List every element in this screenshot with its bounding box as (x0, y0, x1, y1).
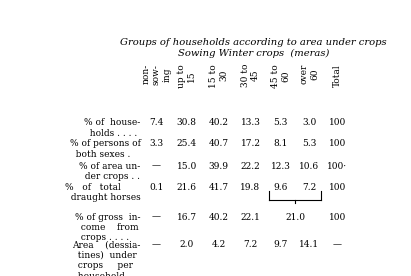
Text: 3.3: 3.3 (150, 139, 164, 148)
Text: 21.0: 21.0 (285, 213, 305, 222)
Text: % of gross  in-
  come    from
  crops . . . .: % of gross in- come from crops . . . . (75, 213, 141, 243)
Text: 15.0: 15.0 (177, 162, 197, 171)
Text: 30 to
45: 30 to 45 (241, 64, 260, 87)
Text: Total: Total (333, 64, 342, 87)
Text: 39.9: 39.9 (209, 162, 229, 171)
Text: 7.2: 7.2 (243, 240, 258, 249)
Text: —: — (152, 213, 161, 222)
Text: 22.1: 22.1 (240, 213, 261, 222)
Text: 12.3: 12.3 (271, 162, 291, 171)
Text: 25.4: 25.4 (177, 139, 197, 148)
Text: 2.0: 2.0 (180, 240, 194, 249)
Text: 100: 100 (329, 118, 346, 127)
Text: % of  house-
  holds . . . .: % of house- holds . . . . (84, 118, 141, 137)
Text: 17.2: 17.2 (240, 139, 261, 148)
Text: 15 to
30: 15 to 30 (209, 64, 228, 88)
Text: 10.6: 10.6 (299, 162, 319, 171)
Text: 13.3: 13.3 (240, 118, 261, 127)
Text: 41.7: 41.7 (208, 183, 229, 192)
Text: 14.1: 14.1 (299, 240, 319, 249)
Text: 22.2: 22.2 (240, 162, 260, 171)
Text: Area    (dessia-
  tines)  under
  crops     per
  household: Area (dessia- tines) under crops per hou… (72, 240, 141, 276)
Text: 100: 100 (329, 139, 346, 148)
Text: 8.1: 8.1 (274, 139, 288, 148)
Text: 100: 100 (329, 183, 346, 192)
Text: non-
sow-
ing: non- sow- ing (141, 64, 171, 85)
Text: 16.7: 16.7 (177, 213, 197, 222)
Text: over
60: over 60 (300, 64, 319, 84)
Text: Groups of households according to area under crops: Groups of households according to area u… (120, 38, 387, 47)
Text: 100: 100 (329, 213, 346, 222)
Text: 40.2: 40.2 (209, 213, 229, 222)
Text: 21.6: 21.6 (177, 183, 197, 192)
Text: 100·: 100· (327, 162, 347, 171)
Text: 5.3: 5.3 (302, 139, 316, 148)
Text: 40.2: 40.2 (209, 118, 229, 127)
Text: —: — (152, 240, 161, 249)
Text: 0.1: 0.1 (149, 183, 164, 192)
Text: 40.7: 40.7 (208, 139, 229, 148)
Text: 9.6: 9.6 (274, 183, 288, 192)
Text: —: — (152, 162, 161, 171)
Text: 3.0: 3.0 (302, 118, 316, 127)
Text: % of area un-
  der crops . .: % of area un- der crops . . (79, 162, 141, 181)
Text: 45 to
60: 45 to 60 (271, 64, 291, 88)
Text: —: — (333, 240, 342, 249)
Text: % of persons of
  both sexes .: % of persons of both sexes . (70, 139, 141, 159)
Text: 7.2: 7.2 (302, 183, 316, 192)
Text: 9.7: 9.7 (274, 240, 288, 249)
Text: 5.3: 5.3 (274, 118, 288, 127)
Text: 30.8: 30.8 (177, 118, 197, 127)
Text: %   of   total
  draught horses: % of total draught horses (65, 183, 141, 202)
Text: up to
15: up to 15 (177, 64, 196, 88)
Text: 19.8: 19.8 (240, 183, 261, 192)
Text: 7.4: 7.4 (149, 118, 164, 127)
Text: 4.2: 4.2 (212, 240, 226, 249)
Text: Sowing Winter crops  (meras): Sowing Winter crops (meras) (178, 49, 329, 58)
